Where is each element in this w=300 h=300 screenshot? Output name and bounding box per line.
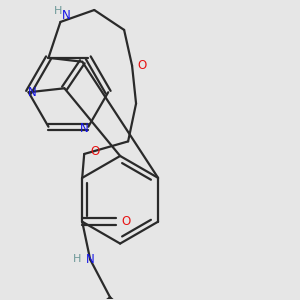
Text: H: H xyxy=(73,254,82,265)
Text: O: O xyxy=(122,215,130,228)
Text: N: N xyxy=(80,122,89,135)
Text: N: N xyxy=(28,86,37,99)
Text: N: N xyxy=(86,253,94,266)
Text: H: H xyxy=(54,6,63,16)
Text: O: O xyxy=(137,59,147,72)
Text: N: N xyxy=(62,10,71,22)
Text: O: O xyxy=(91,146,100,158)
